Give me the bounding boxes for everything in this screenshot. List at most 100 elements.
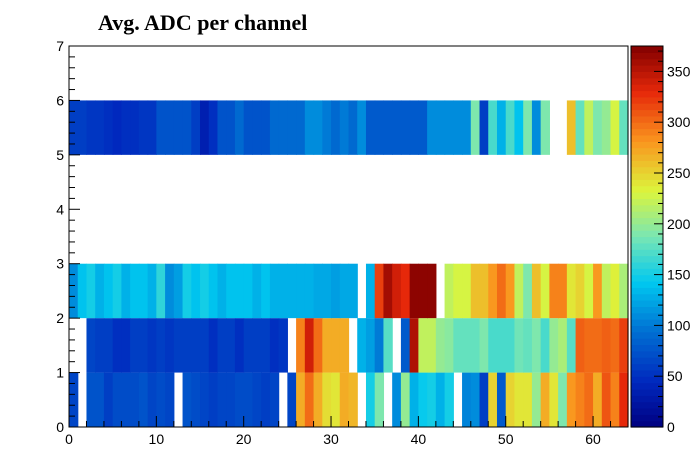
heatmap-cell xyxy=(531,100,542,155)
heatmap-cell xyxy=(540,372,550,427)
heatmap-cell xyxy=(575,372,585,427)
heatmap-cell xyxy=(339,372,350,427)
heatmap-cell xyxy=(348,100,358,155)
heatmap-cell xyxy=(69,263,79,319)
heatmap-cell xyxy=(121,100,131,155)
heatmap-cell xyxy=(348,372,358,427)
heatmap-cell xyxy=(348,263,358,319)
heatmap-cell xyxy=(575,100,585,155)
colorbar-segment xyxy=(631,128,663,136)
heatmap-cell xyxy=(173,100,184,155)
heatmap-cell xyxy=(156,100,166,155)
heatmap-cell xyxy=(322,318,332,373)
heatmap-cell xyxy=(103,318,114,373)
colorbar-segment xyxy=(631,407,663,415)
heatmap-cell xyxy=(234,318,245,373)
heatmap-cell xyxy=(514,372,524,427)
heatmap-cell xyxy=(138,263,149,319)
heatmap-cell xyxy=(296,263,306,319)
heatmap-cell xyxy=(69,100,79,155)
heatmap-cell xyxy=(400,263,411,319)
heatmap-cell xyxy=(339,100,350,155)
colorbar-segment xyxy=(631,198,663,206)
colorbar-segment xyxy=(631,242,663,250)
heatmap-cell xyxy=(444,318,454,373)
heatmap-cell xyxy=(147,263,157,319)
heatmap-cell xyxy=(427,100,437,155)
heatmap-cell xyxy=(619,263,629,319)
heatmap-cell xyxy=(304,100,315,155)
heatmap-cell xyxy=(610,263,620,319)
heatmap-cell xyxy=(453,263,463,319)
heatmap-cell xyxy=(313,372,323,427)
heatmap-cell xyxy=(435,318,446,373)
heatmap-cell xyxy=(619,372,629,427)
heatmap-cell xyxy=(496,100,507,155)
colorbar-segment xyxy=(631,96,663,104)
heatmap-cell xyxy=(191,263,201,319)
heatmap-cell xyxy=(470,100,481,155)
heatmap-cell xyxy=(200,100,210,155)
heatmap-cell xyxy=(121,372,131,427)
colorbar-segment xyxy=(631,173,663,180)
heatmap-cell xyxy=(392,263,402,319)
chart-title: Avg. ADC per channel xyxy=(98,10,308,35)
heatmap-cell xyxy=(243,263,254,319)
colorbar-tick-label: 100 xyxy=(667,317,691,333)
heatmap-cell xyxy=(130,318,140,373)
heatmap-cell xyxy=(601,318,612,373)
heatmap-cell xyxy=(453,318,463,373)
heatmap-cell xyxy=(95,318,105,373)
heatmap-cell xyxy=(523,318,533,373)
colorbar-segment xyxy=(631,331,663,339)
heatmap-cell xyxy=(322,263,332,319)
colorbar-tick-label: 50 xyxy=(667,368,683,384)
colorbar-segment xyxy=(631,192,663,199)
heatmap-cell xyxy=(103,263,114,319)
heatmap-cell xyxy=(278,100,288,155)
heatmap-cell xyxy=(156,372,166,427)
heatmap-cell xyxy=(252,372,262,427)
heatmap-cell xyxy=(191,100,201,155)
heatmap-cell xyxy=(365,263,376,319)
colorbar-segment xyxy=(631,255,663,263)
heatmap-cell xyxy=(584,372,594,427)
heatmap-cell xyxy=(287,372,297,427)
y-tick-label: 7 xyxy=(56,38,64,54)
heatmap-cell xyxy=(531,318,542,373)
heatmap-cell xyxy=(593,263,603,319)
heatmap-cell xyxy=(418,372,428,427)
heatmap-cell xyxy=(165,263,175,319)
heatmap-cell xyxy=(130,263,140,319)
heatmap-cell xyxy=(261,372,271,427)
heatmap-cell xyxy=(165,318,175,373)
heatmap-cell xyxy=(505,372,516,427)
heatmap-cell xyxy=(95,100,105,155)
heatmap-cell xyxy=(217,263,227,319)
heatmap-cell xyxy=(531,263,542,319)
colorbar-segment xyxy=(631,77,663,85)
heatmap-cell xyxy=(243,100,254,155)
heatmap-cell xyxy=(112,318,122,373)
x-tick-label: 30 xyxy=(323,431,339,447)
colorbar-segment xyxy=(631,344,663,352)
colorbar-segment xyxy=(631,153,663,161)
heatmap-cell xyxy=(496,318,507,373)
heatmap-cells xyxy=(69,100,629,427)
heatmap-cell xyxy=(217,318,227,373)
heatmap-cell xyxy=(331,372,341,427)
heatmap-cell xyxy=(409,318,419,373)
heatmap-cell xyxy=(549,318,559,373)
heatmap-cell xyxy=(331,263,341,319)
colorbar-segment xyxy=(631,65,663,72)
heatmap-cell xyxy=(558,263,568,319)
heatmap-cell xyxy=(488,100,498,155)
heatmap-cell xyxy=(287,263,297,319)
heatmap-cell xyxy=(296,318,306,373)
heatmap-cell xyxy=(566,372,577,427)
heatmap-cell xyxy=(418,100,428,155)
heatmap-cell xyxy=(566,318,577,373)
heatmap-cell xyxy=(435,372,446,427)
y-tick-label: 6 xyxy=(56,92,64,108)
